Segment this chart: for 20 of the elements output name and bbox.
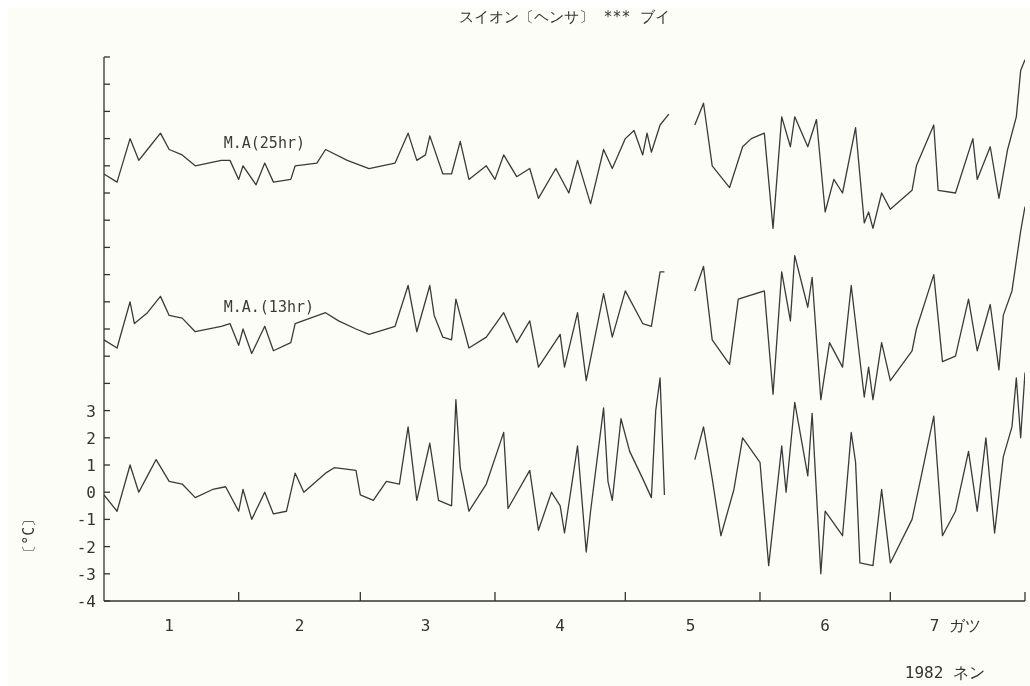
series-label: M.A.(13hr) (223, 297, 315, 316)
y-tick-label: -3 (76, 564, 96, 584)
x-tick-label: 2 (294, 616, 305, 635)
y-tick-label: 2 (86, 428, 96, 448)
x-tick-label: 7 ガツ (929, 616, 982, 635)
y-tick-label: 3 (86, 401, 96, 421)
x-tick-label: 6 (820, 616, 830, 635)
y-tick-label: 1 (86, 456, 96, 475)
y-tick-label: -2 (76, 537, 96, 557)
x-axis-title: 1982 ネン (904, 663, 985, 682)
series-label: M.A(25hr) (223, 134, 306, 153)
y-axis-title: 〔°C〕 (20, 511, 38, 560)
x-tick-label: 4 (555, 616, 565, 635)
y-tick-label: -4 (76, 592, 96, 611)
y-tick-label: 0 (86, 483, 96, 503)
chart-title: スイオン〔ヘンサ〕 *** ブイ (459, 8, 670, 26)
x-tick-label: 5 (685, 616, 696, 635)
x-tick-label: 3 (420, 616, 431, 635)
x-tick-label: 1 (164, 616, 174, 635)
y-tick-label: -1 (76, 510, 96, 530)
